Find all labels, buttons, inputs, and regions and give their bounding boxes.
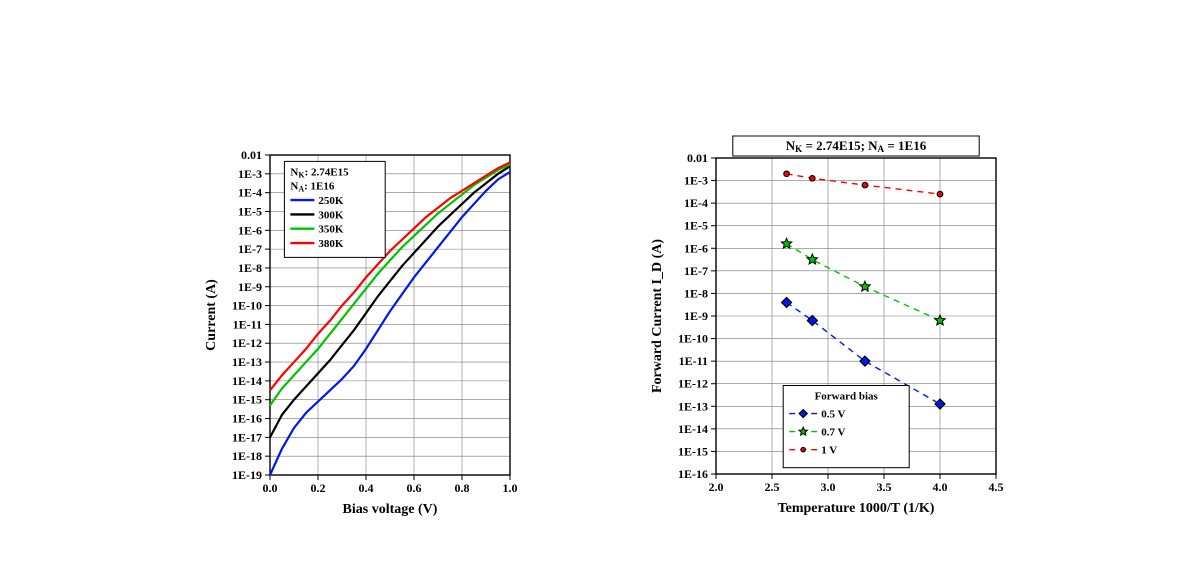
y-axis-label: Forward Current I_D (A) <box>650 239 665 393</box>
y-tick-label: 0.01 <box>241 148 262 162</box>
y-tick-label: 1E-9 <box>684 309 708 323</box>
x-tick-label: 3.5 <box>877 480 892 494</box>
y-tick-label: 1E-4 <box>684 196 708 210</box>
y-tick-label: 1E-10 <box>678 332 708 346</box>
y-tick-label: 1E-8 <box>684 286 708 300</box>
x-tick-label: 0.4 <box>359 481 374 495</box>
y-tick-label: 1E-14 <box>232 374 262 388</box>
y-tick-label: 1E-3 <box>238 167 262 181</box>
x-tick-label: 1.0 <box>503 481 518 495</box>
y-tick-label: 1E-16 <box>232 412 262 426</box>
y-tick-label: 1E-5 <box>684 219 708 233</box>
y-tick-label: 1E-13 <box>678 399 708 413</box>
y-tick-label: 1E-7 <box>684 264 708 278</box>
y-tick-label: 1E-6 <box>684 241 708 255</box>
y-tick-label: 1E-9 <box>238 280 262 294</box>
x-tick-label: 2.0 <box>709 480 724 494</box>
x-tick-label: 0.8 <box>455 481 470 495</box>
y-tick-label: 1E-13 <box>232 355 262 369</box>
y-tick-label: 1E-8 <box>238 261 262 275</box>
legend-item-label: 0.5 V <box>821 409 845 421</box>
y-tick-label: 1E-14 <box>678 422 708 436</box>
legend-item-label: 0.7 V <box>821 427 845 439</box>
x-tick-label: 3.0 <box>821 480 836 494</box>
y-tick-label: 1E-11 <box>233 317 262 331</box>
y-tick-label: 1E-12 <box>678 377 708 391</box>
y-axis-label: Current (A) <box>204 279 219 351</box>
left-chart: 0.0 0.2 0.4 0.6 0.8 1.0 1E-19 1E-18 1E-17 1E-16 1E… <box>200 140 530 520</box>
x-tick-label: 0.2 <box>311 481 326 495</box>
y-tick-label: 1E-19 <box>232 468 262 482</box>
x-axis-label: Bias voltage (V) <box>343 502 438 517</box>
y-tick-label: 1E-6 <box>238 223 262 237</box>
y-tick-label: 1E-16 <box>678 467 708 481</box>
svg-text:NA: 1E16: NA: 1E16 <box>290 181 334 194</box>
x-tick-label: 4.0 <box>933 480 948 494</box>
chart-title: NK = 2.74E15; NA = 1E16 <box>733 136 979 156</box>
y-tick-label: 1E-7 <box>238 242 262 256</box>
legend-item-label: 250K <box>318 195 344 207</box>
y-tick-label: 1E-11 <box>679 354 708 368</box>
y-tick-label: 1E-10 <box>232 299 262 313</box>
legend-item-label: 1 V <box>821 445 837 457</box>
legend-item-label: 380K <box>318 238 344 250</box>
x-tick-label: 0.6 <box>407 481 422 495</box>
y-tick-label: 1E-15 <box>678 444 708 458</box>
right-chart: 2.0 2.5 3.0 3.5 4.0 4.5 1E-16 1E-15 1E-14 1E-13 1E… <box>640 128 1020 528</box>
x-axis-label: Temperature 1000/T (1/K) <box>778 501 935 516</box>
legend-item-label: 350K <box>318 224 344 236</box>
legend-item-label: 300K <box>318 209 344 221</box>
x-tick-label: 2.5 <box>765 480 780 494</box>
svg-text:NK = 2.74E15; NA = 1E16: NK = 2.74E15; NA = 1E16 <box>786 138 927 154</box>
legend: Forward bias 0.5 V 0.7 V 1 V <box>783 386 909 468</box>
legend: NK: 2.74E15NA: 1E16250K300K350K380K <box>284 161 385 257</box>
y-tick-label: 1E-4 <box>238 186 262 200</box>
x-tick-label: 4.5 <box>989 480 1004 494</box>
y-tick-label: 1E-15 <box>232 393 262 407</box>
y-tick-label: 1E-3 <box>684 174 708 188</box>
y-tick-label: 1E-5 <box>238 204 262 218</box>
x-tick-label: 0.0 <box>263 481 278 495</box>
y-tick-label: 1E-12 <box>232 336 262 350</box>
page: 0.0 0.2 0.4 0.6 0.8 1.0 1E-19 1E-18 1E-17 1E-16 1E… <box>0 0 1190 577</box>
legend-title: Forward bias <box>815 391 879 403</box>
y-tick-label: 1E-18 <box>232 449 262 463</box>
y-tick-label: 1E-17 <box>232 430 262 444</box>
y-tick-label: 0.01 <box>687 151 708 165</box>
